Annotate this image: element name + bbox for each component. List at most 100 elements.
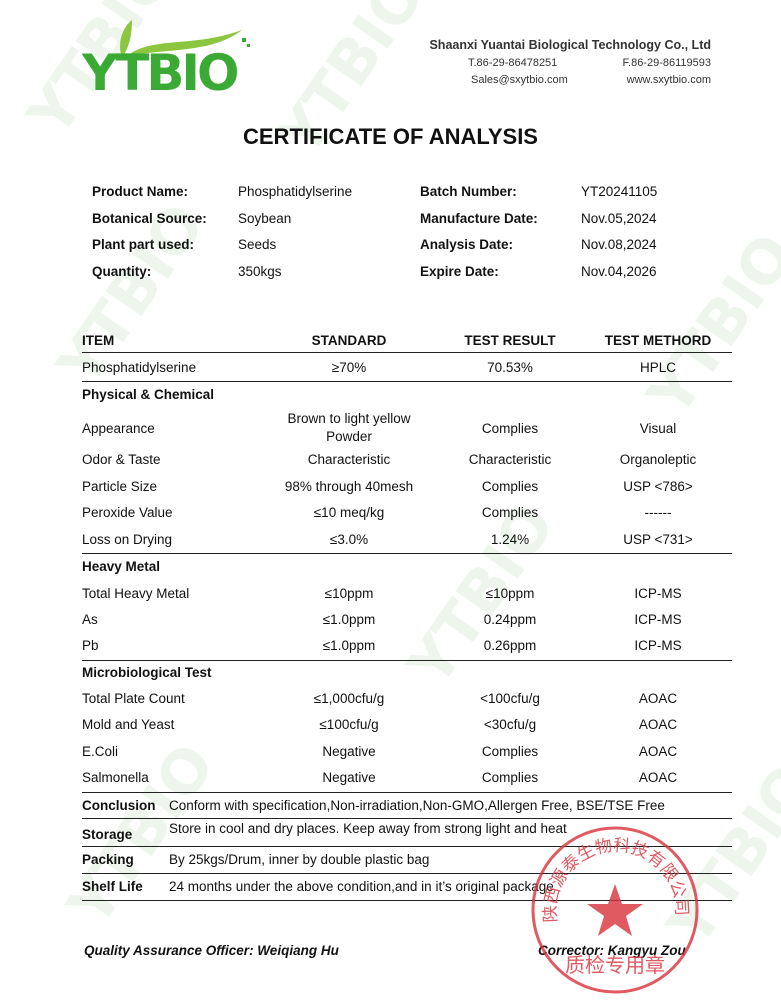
table-cell: ≤10ppm <box>485 586 535 601</box>
table-cell: Salmonella <box>82 770 149 785</box>
company-tel: T.86-29-86478251 <box>468 57 558 69</box>
svg-text:YTBIO: YTBIO <box>82 44 237 98</box>
info-value: Seeds <box>238 237 277 252</box>
table-cell: Organoleptic <box>619 452 697 467</box>
table-cell: Brown to light yellow Powder <box>287 411 411 444</box>
column-header: TEST RESULT <box>464 333 556 348</box>
table-cell: Visual <box>639 421 677 436</box>
column-header: TEST METHORD <box>604 333 712 348</box>
table-cell: Loss on Drying <box>82 532 173 547</box>
divider <box>82 352 732 353</box>
column-header: STANDARD <box>311 333 387 348</box>
info-label: Manufacture Date: <box>420 210 538 226</box>
info-value: Nov.04,2026 <box>581 263 657 279</box>
footer-value: Conform with specification,Non-irradiati… <box>169 798 665 813</box>
table-cell: Mold and Yeast <box>82 717 175 732</box>
column-header: ITEM <box>82 333 115 348</box>
table-cell: ≤10 meq/kg <box>313 505 385 520</box>
table-cell: Total Plate Count <box>82 691 185 706</box>
divider <box>82 900 732 901</box>
table-cell: Particle Size <box>82 479 158 494</box>
footer-label: Conclusion <box>82 798 156 813</box>
section-heading: Microbiological Test <box>82 665 212 680</box>
info-label: Quantity: <box>92 263 152 279</box>
table-cell: 98% through 40mesh <box>284 479 414 494</box>
table-cell: USP <731> <box>623 532 693 547</box>
table-cell: ICP-MS <box>634 586 682 601</box>
table-cell: AOAC <box>638 691 678 706</box>
divider <box>82 553 732 554</box>
quality-inspection-stamp: 陕西源泰生物科技有限公司 质检专用章 <box>531 826 699 994</box>
table-cell: 0.26ppm <box>483 638 537 653</box>
table-cell: <100cfu/g <box>480 691 540 706</box>
info-value: 350kgs <box>238 263 282 279</box>
table-cell: HPLC <box>639 360 677 375</box>
table-cell: ≤1.0ppm <box>322 612 376 627</box>
table-cell: Characteristic <box>468 452 552 467</box>
table-cell: Negative <box>322 770 376 785</box>
ytbio-logo: YTBIO <box>82 20 250 98</box>
table-cell: Peroxide Value <box>82 505 173 520</box>
divider <box>82 873 732 874</box>
info-value: Soybean <box>238 210 292 226</box>
table-cell: As <box>82 612 98 627</box>
table-cell: ≤3.0% <box>329 532 369 547</box>
company-email[interactable]: Sales@sxytbio.com <box>471 74 568 86</box>
table-cell: <30cfu/g <box>483 717 537 732</box>
footer-label: Storage <box>82 827 133 842</box>
table-cell: Complies <box>481 744 539 759</box>
info-label: Batch Number: <box>420 184 517 199</box>
divider <box>82 818 732 819</box>
divider <box>82 660 732 661</box>
table-cell: Complies <box>481 479 539 494</box>
footer-label: Packing <box>82 852 134 867</box>
table-cell: ≤10ppm <box>324 586 374 601</box>
footer-value: By 25kgs/Drum, inner by double plastic b… <box>169 852 430 867</box>
table-cell: ≤1,000cfu/g <box>313 691 385 706</box>
table-cell: ICP-MS <box>634 612 682 627</box>
info-value: Phosphatidylserine <box>238 184 353 199</box>
table-cell: Complies <box>481 421 539 436</box>
section-heading: Physical & Chemical <box>82 387 215 402</box>
divider <box>82 846 732 847</box>
table-cell: ≤100cfu/g <box>319 717 379 732</box>
table-cell: Phosphatidylserine <box>82 360 197 375</box>
divider <box>82 792 732 793</box>
info-label: Analysis Date: <box>420 237 514 252</box>
table-cell: 0.24ppm <box>483 612 537 627</box>
company-website[interactable]: www.sxytbio.com <box>626 74 711 86</box>
table-cell: ------ <box>644 505 672 520</box>
table-cell: USP <786> <box>623 479 693 494</box>
info-value: Nov.08,2024 <box>581 237 657 252</box>
qa-officer-signature: Quality Assurance Officer: Weiqiang Hu <box>84 943 339 958</box>
footer-value: 24 months under the above condition,and … <box>169 879 554 894</box>
divider <box>82 381 732 382</box>
info-value: YT20241105 <box>581 184 658 199</box>
watermark: YTBIO <box>634 221 781 429</box>
table-cell: Characteristic <box>307 452 391 467</box>
page-title: CERTIFICATE OF ANALYSIS <box>243 124 538 149</box>
info-label: Botanical Source: <box>92 210 207 226</box>
company-name: Shaanxi Yuantai Biological Technology Co… <box>429 38 711 52</box>
table-cell: AOAC <box>638 770 678 785</box>
table-cell: ICP-MS <box>634 638 682 653</box>
company-fax: F.86-29-86119593 <box>622 57 711 69</box>
info-value: Nov.05,2024 <box>581 210 657 226</box>
table-cell: ≤1.0ppm <box>322 638 376 653</box>
table-cell: Complies <box>481 505 539 520</box>
table-cell: E.Coli <box>82 744 119 759</box>
table-cell: Odor & Taste <box>82 452 161 467</box>
watermark: YTBIO <box>394 491 569 699</box>
info-label: Expire Date: <box>420 263 499 279</box>
table-cell: AOAC <box>638 717 678 732</box>
section-heading: Heavy Metal <box>82 559 161 574</box>
table-cell: Appearance <box>82 421 155 436</box>
table-cell: Negative <box>322 744 376 759</box>
table-cell: Pb <box>82 638 99 653</box>
table-cell: 1.24% <box>490 532 530 547</box>
svg-text:质检专用章: 质检专用章 <box>565 953 665 977</box>
info-label: Product Name: <box>92 184 189 199</box>
footer-label: Shelf Life <box>82 879 143 894</box>
footer-value: Store in cool and dry places. Keep away … <box>169 821 567 836</box>
table-cell: ≥70% <box>331 360 367 375</box>
